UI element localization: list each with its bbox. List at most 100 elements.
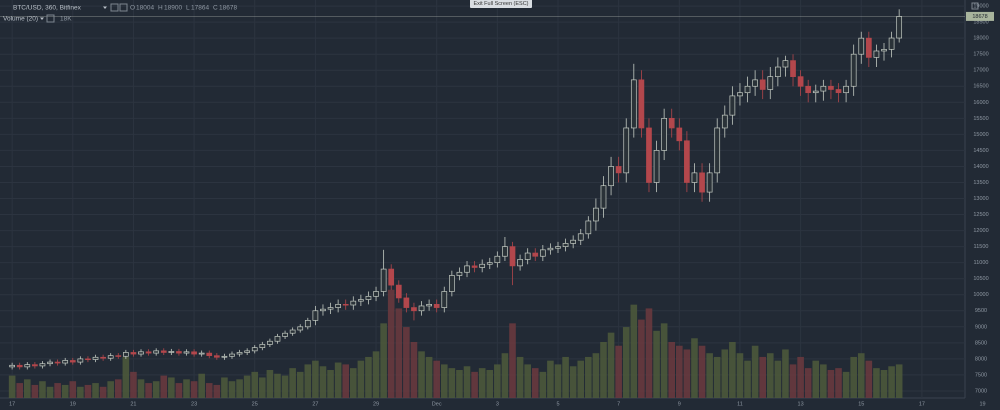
- y-tick-label: 7000: [975, 388, 987, 394]
- volume-bar: [888, 366, 895, 398]
- x-tick-label: 21: [130, 401, 136, 407]
- candle-body: [888, 37, 895, 50]
- y-tick-label: 9000: [975, 324, 987, 330]
- volume-bar: [804, 368, 812, 398]
- volume-bar: [509, 323, 516, 398]
- candle-body: [441, 291, 448, 308]
- candle-body: [107, 355, 114, 359]
- ohlc-label: O: [130, 5, 135, 12]
- volume-bar: [638, 319, 645, 398]
- volume-bar: [486, 370, 494, 398]
- last-price-label: 18678: [972, 14, 987, 20]
- candle-body: [464, 265, 470, 273]
- candle-body: [858, 37, 865, 55]
- volume-bar: [8, 375, 16, 398]
- candle-body: [350, 300, 357, 306]
- candle-body: [479, 263, 486, 268]
- candle-body: [714, 127, 721, 174]
- volume-bar: [554, 364, 562, 398]
- ohlc-value: 18004: [136, 5, 154, 12]
- candle-body: [267, 340, 273, 345]
- volume-bar: [327, 370, 334, 398]
- candle-body: [198, 352, 205, 355]
- y-tick-label: 17000: [973, 68, 988, 74]
- volume-bar: [61, 384, 69, 398]
- x-tick-label: 9: [678, 401, 681, 407]
- y-tick-label: 17500: [973, 52, 988, 58]
- exit-fullscreen-label[interactable]: Exit Full Screen (ESC): [473, 1, 528, 7]
- volume-bar: [622, 327, 630, 398]
- y-tick-label: 7500: [975, 372, 987, 378]
- candle-body: [395, 284, 402, 299]
- candle-body: [873, 50, 880, 58]
- y-tick-label: 19000: [973, 4, 988, 10]
- volume-bar: [683, 349, 691, 398]
- volume-dropdown-arrow[interactable]: [40, 17, 44, 21]
- candle-body: [729, 95, 736, 116]
- volume-hide-icon[interactable]: [46, 14, 55, 23]
- volume-bar: [122, 356, 130, 398]
- candle-body: [221, 355, 228, 358]
- ohlc-value: 18900: [164, 5, 182, 12]
- candle-body: [767, 76, 774, 90]
- hide-icon[interactable]: [110, 3, 119, 12]
- candle-body: [835, 89, 842, 94]
- candle-body: [615, 166, 622, 174]
- candle-body: [236, 352, 243, 355]
- volume-bar: [615, 345, 622, 398]
- candle-body: [123, 352, 129, 357]
- settings-icon[interactable]: [119, 3, 128, 12]
- volume-bar: [349, 368, 357, 398]
- volume-bar: [23, 379, 31, 398]
- volume-bar: [736, 353, 744, 398]
- candle-body: [115, 355, 122, 357]
- volume-bar: [569, 366, 577, 398]
- volume-bar: [205, 383, 213, 398]
- y-tick-label: 10000: [973, 292, 988, 298]
- candle-body: [411, 307, 417, 312]
- candle-body: [145, 351, 152, 354]
- volume-bar: [456, 370, 463, 398]
- candle-body: [570, 239, 577, 244]
- candle-body: [699, 172, 705, 193]
- candle-body: [77, 358, 84, 363]
- candle-body: [562, 243, 569, 247]
- candle-body: [775, 66, 781, 77]
- volume-bar: [827, 370, 835, 398]
- volume-bar: [69, 381, 77, 398]
- candle-body: [737, 92, 743, 97]
- candle-body: [380, 268, 387, 292]
- volume-bar: [797, 356, 804, 398]
- volume-bar: [425, 356, 433, 398]
- candle-body: [297, 326, 304, 331]
- exit-fullscreen-button[interactable]: [470, 0, 532, 8]
- candle-body: [494, 255, 501, 264]
- candle-body: [183, 351, 190, 354]
- ohlc-value: 17864: [191, 5, 209, 12]
- candle-body: [54, 361, 61, 364]
- volume-bar: [114, 379, 122, 398]
- volume-bar: [168, 377, 175, 398]
- volume-bar: [395, 308, 403, 398]
- candle-body: [32, 364, 38, 367]
- volume-bar: [266, 370, 274, 398]
- volume-bar: [676, 345, 683, 398]
- chart-title: BTC/USD, 360, Bitfinex: [13, 5, 82, 12]
- candle-body: [547, 247, 554, 251]
- candle-body: [623, 127, 630, 174]
- volume-bar: [592, 353, 600, 398]
- candle-body: [289, 329, 296, 334]
- y-tick-label: 8000: [975, 356, 987, 362]
- volume-bar: [312, 360, 319, 398]
- symbol-dropdown-arrow[interactable]: [103, 6, 107, 10]
- candle-body: [191, 351, 197, 355]
- volume-bar: [175, 383, 183, 398]
- x-tick-label: 19: [70, 401, 76, 407]
- candle-body: [229, 353, 235, 357]
- corner-icon[interactable]: [971, 2, 979, 10]
- candle-body: [259, 344, 266, 348]
- candle-body: [684, 140, 690, 183]
- volume-bar: [54, 383, 61, 398]
